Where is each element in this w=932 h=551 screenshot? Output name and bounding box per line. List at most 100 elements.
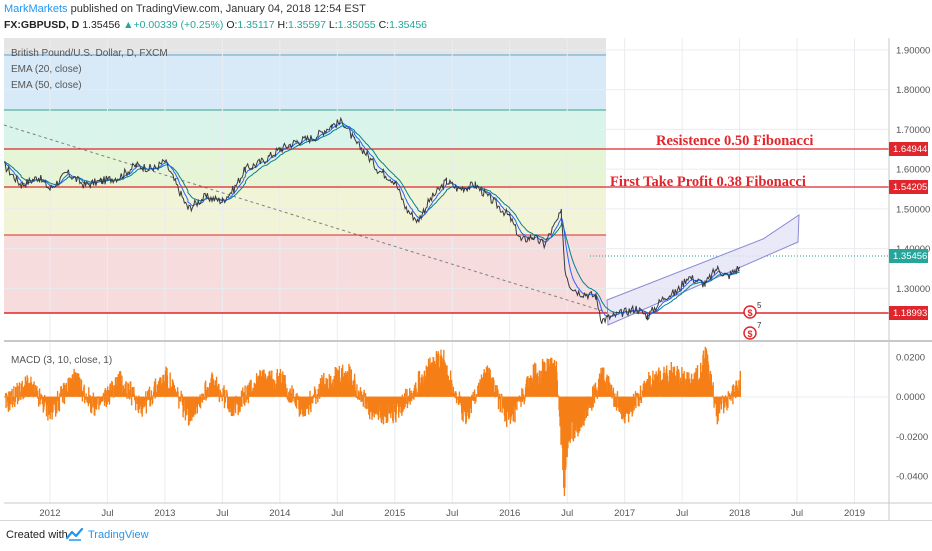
- macd-bar: [595, 389, 598, 397]
- macd-bar: [219, 396, 221, 398]
- macd-bar: [502, 396, 505, 409]
- macd-bar: [614, 393, 616, 397]
- macd-bar: [584, 396, 586, 421]
- macd-bar: [133, 394, 135, 397]
- chart-canvas[interactable]: Resistence 0.50 Fibonacci First Take Pro…: [0, 36, 932, 520]
- macd-bar: [193, 396, 195, 417]
- macd-bar: [591, 396, 593, 400]
- macd-bar: [459, 396, 461, 397]
- macd-bar: [201, 393, 203, 397]
- macd-bar: [330, 375, 332, 397]
- macd-bar: [723, 396, 725, 414]
- macd-bar: [404, 388, 407, 397]
- macd-bar: [600, 372, 603, 397]
- macd-bar: [726, 396, 728, 411]
- macd-bar: [637, 396, 639, 407]
- macd-bar: [158, 381, 160, 397]
- macd-bar: [19, 383, 21, 397]
- svg-text:$: $: [747, 329, 752, 339]
- macd-bar: [478, 382, 480, 397]
- y-tick-label: 1.90000: [896, 45, 930, 56]
- macd-bar: [149, 396, 152, 407]
- macd-bar: [692, 379, 695, 397]
- macd-bar: [220, 392, 222, 397]
- macd-bar: [458, 391, 461, 397]
- event-marker-2[interactable]: $ 7: [743, 321, 762, 340]
- macd-bar: [112, 386, 114, 397]
- macd-bar: [354, 380, 356, 397]
- event-marker-1-count: 5: [757, 301, 762, 310]
- macd-bar: [123, 388, 125, 397]
- macd-bar: [16, 396, 18, 398]
- macd-bar: [312, 396, 314, 404]
- macd-bar: [17, 386, 19, 397]
- macd-bar: [589, 396, 591, 407]
- macd-bar: [32, 383, 34, 397]
- macd-bar: [654, 374, 656, 397]
- y-tick-label: 1.30000: [896, 284, 930, 295]
- macd-bar: [216, 386, 219, 397]
- macd-bar: [362, 396, 364, 407]
- macd-bar: [401, 394, 404, 397]
- macd-legend: MACD (3, 10, close, 1): [11, 355, 112, 366]
- macd-bar: [197, 396, 199, 404]
- macd-bar: [27, 383, 29, 397]
- macd-bar: [455, 396, 458, 404]
- macd-bar: [297, 396, 299, 400]
- tag-current: 1.35456: [889, 249, 928, 263]
- macd-bar: [392, 396, 394, 424]
- macd-bar: [133, 386, 135, 397]
- macd-bar: [493, 380, 495, 397]
- macd-bar: [613, 396, 615, 407]
- macd-bar: [522, 389, 524, 397]
- svg-text:1.54205: 1.54205: [893, 182, 927, 193]
- event-marker-1[interactable]: $ 5: [743, 301, 762, 319]
- macd-bar: [411, 393, 413, 397]
- macd-bar: [221, 396, 223, 402]
- macd-bar: [62, 396, 64, 403]
- macd-bar: [229, 396, 231, 413]
- macd-bar: [199, 396, 202, 409]
- x-tick-label: Jul: [561, 508, 573, 519]
- macd-bar: [220, 396, 222, 398]
- macd-bar: [587, 396, 589, 410]
- x-tick-label: 2015: [384, 508, 405, 519]
- macd-bar: [404, 393, 406, 397]
- macd-bar: [642, 383, 644, 397]
- macd-bar: [501, 394, 503, 397]
- macd-bar: [338, 365, 341, 397]
- macd-bar: [80, 380, 83, 397]
- macd-bar: [689, 378, 691, 397]
- macd-bar: [636, 392, 638, 397]
- y-tick-label: 1.70000: [896, 125, 930, 136]
- macd-bar: [321, 375, 323, 397]
- macd-bar: [290, 396, 292, 403]
- fib-zone-red: [4, 235, 606, 313]
- macd-bar: [591, 396, 593, 411]
- macd-bar: [135, 396, 137, 411]
- last-price: 1.35456: [82, 19, 121, 31]
- published-text: published on TradingView.com, January 04…: [70, 3, 366, 15]
- macd-bar: [40, 396, 43, 399]
- grid: [4, 38, 889, 503]
- macd-bar: [48, 396, 50, 414]
- tradingview-link[interactable]: TradingView: [88, 529, 149, 541]
- macd-bar: [233, 396, 235, 410]
- macd-bar: [200, 396, 202, 402]
- macd-bar: [90, 396, 93, 414]
- macd-bar: [520, 396, 523, 401]
- macd-bar: [284, 383, 287, 397]
- macd-bar: [292, 388, 295, 397]
- macd-bar: [23, 396, 25, 398]
- macd-bar: [326, 378, 329, 397]
- macd-bar: [517, 396, 519, 402]
- author-link[interactable]: MarkMarkets: [4, 3, 68, 15]
- tradingview-logo-icon[interactable]: [66, 527, 84, 541]
- macd-bar: [712, 382, 714, 397]
- macd-bar: [627, 396, 630, 423]
- macd-bar: [166, 375, 169, 397]
- macd-bar: [473, 396, 475, 400]
- y-tick-label: 1.80000: [896, 85, 930, 96]
- macd-bar: [377, 396, 380, 420]
- macd-bar: [109, 383, 112, 397]
